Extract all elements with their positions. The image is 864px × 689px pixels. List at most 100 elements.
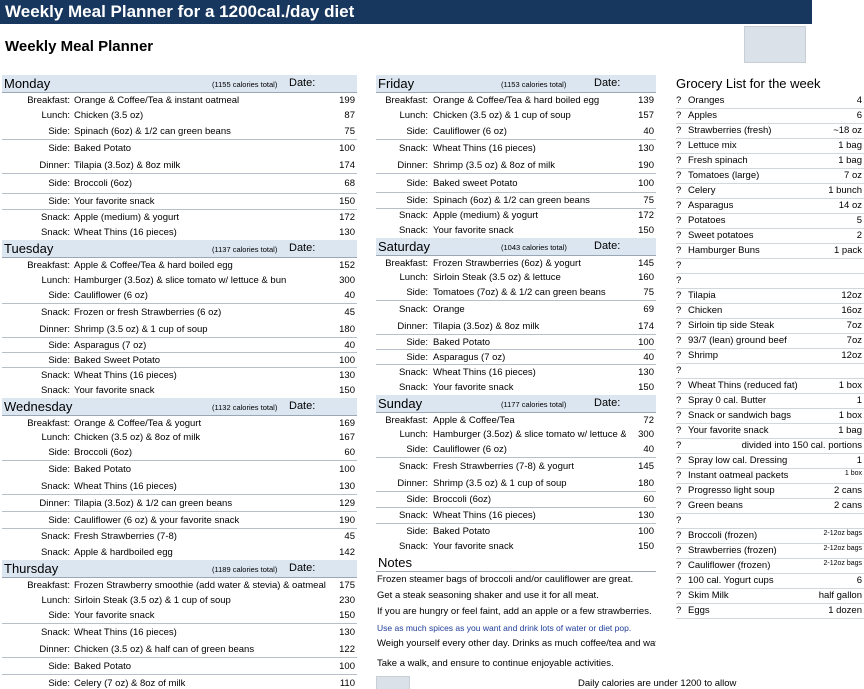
- meal-row: Snack: Wheat Thins (16 pieces) 130: [2, 368, 357, 383]
- meal-description: Frozen Strawberries (6oz) & yogurt: [433, 258, 581, 269]
- grocery-item-name: Celery: [688, 185, 716, 196]
- meal-label: Dinner:: [397, 478, 428, 489]
- grocery-item-name: Hamburger Buns: [688, 245, 760, 256]
- grocery-item: ? Celery 1 bunch: [676, 184, 864, 199]
- meal-description: Apple (medium) & yogurt: [433, 210, 539, 221]
- meal-description: Spinach (6oz) & 1/2 can green beans: [433, 195, 590, 206]
- meal-label: Dinner:: [39, 498, 70, 509]
- meal-description: Shrimp (3.5 oz) & 8oz of milk: [433, 160, 555, 171]
- grocery-item-name: Wheat Thins (reduced fat): [688, 380, 798, 391]
- grocery-item-amount: 14 oz: [838, 200, 862, 211]
- meal-description: Frozen or fresh Strawberries (6 oz): [74, 307, 222, 318]
- meal-calories: 40: [643, 126, 654, 137]
- meal-label: Lunch:: [41, 595, 70, 606]
- grocery-item: ? Cauliflower (frozen) 2-12oz bags: [676, 559, 864, 574]
- meal-calories: 157: [638, 110, 654, 121]
- grocery-item-name: Sweet potatoes: [688, 230, 754, 241]
- meal-calories: 199: [339, 95, 355, 106]
- meal-calories: 75: [643, 287, 654, 298]
- checkbox-placeholder: ?: [676, 455, 682, 466]
- meal-calories: 100: [638, 178, 654, 189]
- meal-label: Side:: [406, 444, 428, 455]
- meal-label: Snack:: [398, 461, 428, 472]
- note-line: Take a walk, and ensure to continue enjo…: [377, 658, 614, 669]
- meal-calories: 100: [339, 143, 355, 154]
- grocery-item-name: 93/7 (lean) ground beef: [688, 335, 787, 346]
- meal-row: Lunch: Chicken (3.5 oz) 87: [2, 108, 357, 124]
- meal-calories: 40: [344, 290, 355, 301]
- meal-row: Breakfast: Frozen Strawberry smoothie (ad…: [2, 578, 357, 594]
- grocery-item-amount: 1: [856, 455, 862, 466]
- grocery-item: ? Strawberries (fresh) ~18 oz: [676, 124, 864, 139]
- meal-description: Tomatoes (7oz) & & 1/2 can green beans: [433, 287, 606, 298]
- page-banner: Weekly Meal Planner for a 1200cal./day d…: [0, 0, 812, 24]
- meal-row: Side: Cauliflower (6 oz) & your favorite …: [2, 512, 357, 529]
- grocery-item: ?: [676, 259, 864, 274]
- checkbox-placeholder: ?: [676, 485, 682, 496]
- day-name: Tuesday: [4, 241, 54, 256]
- grocery-item-name: Eggs: [688, 605, 710, 616]
- day-header: Saturday (1043 calories total) Date:: [376, 238, 656, 256]
- meal-label: Snack:: [40, 227, 70, 238]
- meal-description: Orange: [433, 304, 465, 315]
- grocery-item: ? Hamburger Buns 1 pack: [676, 244, 864, 259]
- meal-label: Lunch:: [41, 432, 70, 443]
- grocery-item-name: Progresso light soup: [688, 485, 775, 496]
- meal-label: Side:: [406, 337, 428, 348]
- meal-calories: 180: [339, 324, 355, 335]
- meal-label: Snack:: [398, 541, 428, 552]
- meal-calories: 150: [339, 610, 355, 621]
- checkbox-placeholder: ?: [676, 245, 682, 256]
- day-calories-total: (1153 calories total): [501, 80, 567, 89]
- meal-row: Side: Broccoli (6oz) 68: [2, 174, 357, 194]
- meal-description: Cauliflower (6 oz): [433, 126, 507, 137]
- meal-calories: 174: [638, 321, 654, 332]
- meal-label: Side:: [48, 661, 70, 672]
- meal-label: Lunch:: [399, 110, 428, 121]
- meal-row: Lunch: Hamburger (3.5oz) & slice tomato w…: [376, 428, 656, 442]
- grocery-item-name: Sirloin tip side Steak: [688, 320, 775, 331]
- page-title: Weekly Meal Planner: [5, 38, 154, 55]
- meal-description: Wheat Thins (16 pieces): [74, 227, 177, 238]
- meal-calories: 110: [339, 678, 355, 689]
- meal-label: Snack:: [40, 481, 70, 492]
- calorie-note: Daily calories are under 1200 to allow f…: [578, 678, 737, 689]
- meal-calories: 190: [638, 160, 654, 171]
- grocery-item-amount: ~18 oz: [833, 125, 862, 136]
- meal-row: Lunch: Hamburger (3.5oz) & slice tomato w…: [2, 274, 357, 288]
- note-line: Use as much spices as you want and drink…: [377, 623, 632, 633]
- meal-row: Side: Baked Sweet Potato 100: [2, 353, 357, 368]
- meal-description: Shrimp (3.5 oz) & 1 cup of soup: [433, 478, 567, 489]
- meal-description: Your favorite snack: [433, 541, 514, 552]
- meal-label: Snack:: [398, 225, 428, 236]
- grocery-item-amount: 12oz: [841, 290, 862, 301]
- meal-row: Snack: Wheat Thins (16 pieces) 130: [376, 365, 656, 380]
- meal-row: Side: Celery (7 oz) & 8oz of milk 110: [2, 675, 357, 689]
- day-name: Wednesday: [4, 399, 73, 414]
- meal-description: Tilapia (3.5oz) & 8oz milk: [74, 160, 181, 171]
- meal-calories: 130: [339, 627, 355, 638]
- meal-row: Snack: Wheat Thins (16 pieces) 130: [2, 225, 357, 240]
- meal-row: Lunch: Sirloin Steak (3.5 oz) & 1 cup of …: [2, 594, 357, 608]
- meal-calories: 45: [344, 531, 355, 542]
- meal-calories: 87: [344, 110, 355, 121]
- day-header: Tuesday (1137 calories total) Date:: [2, 240, 357, 258]
- day-header: Friday (1153 calories total) Date:: [376, 75, 656, 93]
- meal-calories: 230: [339, 595, 355, 606]
- grocery-item-name: Apples: [688, 110, 718, 121]
- meal-description: Your favorite snack: [74, 610, 155, 621]
- grocery-item-amount: 2-12oz bags: [823, 560, 862, 567]
- meal-description: Baked sweet Potato: [433, 178, 518, 189]
- meal-row: Snack: Wheat Thins (16 pieces) 130: [376, 140, 656, 157]
- date-label: Date:: [594, 397, 621, 409]
- meal-description: Baked Sweet Potato: [74, 355, 161, 366]
- notes-title: Notes: [378, 555, 412, 570]
- meal-row: Side: Your favorite snack 150: [2, 194, 357, 210]
- grocery-item: ? Eggs 1 dozen: [676, 604, 864, 619]
- meal-description: Wheat Thins (16 pieces): [433, 143, 536, 154]
- meal-description: Cauliflower (6 oz): [74, 290, 148, 301]
- right-day-column: Friday (1153 calories total) Date: Breakfas…: [376, 75, 736, 689]
- meal-label: Lunch:: [41, 110, 70, 121]
- meal-calories: 142: [339, 547, 355, 558]
- grocery-item-amount: 1 box: [838, 380, 862, 391]
